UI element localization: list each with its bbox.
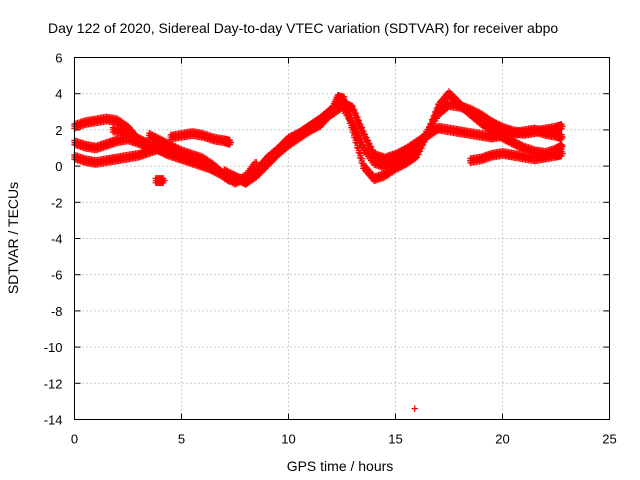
data-point (425, 128, 433, 136)
x-tick-label: 10 (281, 432, 295, 447)
data-point (253, 159, 260, 166)
plot-frame (74, 57, 610, 420)
series-track-k (467, 148, 566, 167)
y-tick-label: 4 (55, 87, 62, 102)
y-tick-label: 0 (55, 159, 62, 174)
data-point (411, 405, 418, 412)
x-tick-label: 25 (602, 432, 616, 447)
y-tick-label: -14 (44, 413, 63, 428)
data-point (432, 113, 439, 120)
series-outlier (411, 405, 418, 412)
y-tick-label: -12 (44, 376, 63, 391)
data-point (559, 133, 566, 141)
y-tick-label: 2 (55, 123, 62, 138)
data-point (559, 150, 566, 157)
y-tick-label: -10 (44, 340, 63, 355)
chart-title: Day 122 of 2020, Sidereal Day-to-day VTE… (48, 20, 558, 36)
y-tick-label: -8 (51, 304, 63, 319)
x-tick-labels: 0 5 10 15 20 25 (71, 432, 617, 447)
y-tick-label: -6 (51, 268, 63, 283)
data-point (433, 109, 440, 116)
series-track-f (152, 175, 168, 186)
x-axis-label: GPS time / hours (287, 458, 394, 474)
x-tick-label: 5 (178, 432, 185, 447)
data-point (559, 123, 566, 130)
x-tick-label: 20 (495, 432, 509, 447)
y-tick-label: -4 (51, 232, 63, 247)
data-point (427, 124, 434, 132)
gridlines (74, 57, 610, 420)
data-point (227, 139, 234, 146)
data-points (71, 88, 566, 412)
data-point (428, 120, 436, 128)
y-tick-labels: 6 4 2 0 -2 -4 -6 -8 -10 -12 -14 (44, 51, 63, 428)
series-track-g (167, 128, 234, 148)
data-point (161, 177, 168, 184)
data-point (424, 132, 431, 139)
x-tick-label: 0 (71, 432, 78, 447)
data-point (430, 117, 437, 124)
x-tick-label: 15 (388, 432, 402, 447)
data-point (559, 142, 566, 150)
y-axis-label: SDTVAR / TECUs (5, 182, 21, 294)
y-tick-label: 6 (55, 51, 62, 66)
series-track-j (242, 88, 566, 186)
y-tick-label: -2 (51, 195, 63, 210)
